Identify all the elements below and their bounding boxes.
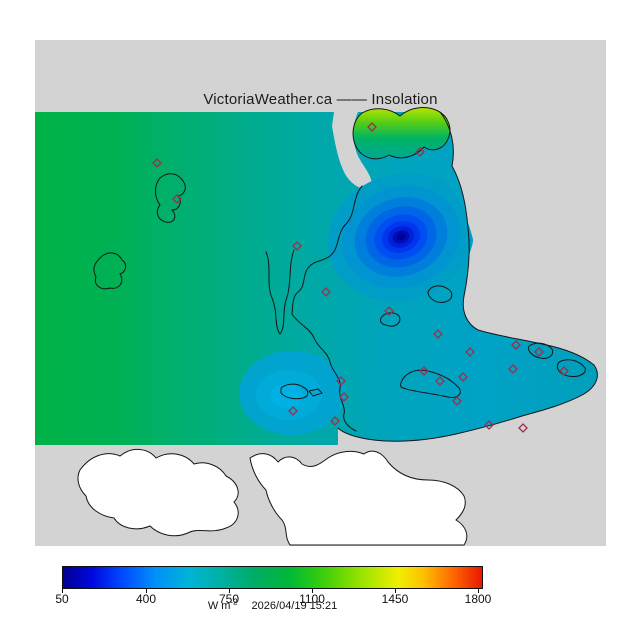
colorbar-tick-mark (62, 589, 63, 593)
lake (380, 312, 401, 327)
insolation-minimum-bullseye (327, 172, 475, 302)
colorbar-units: W m-2 (207, 597, 238, 612)
coastlines (93, 111, 598, 442)
colorbar-tick-label: 750 (218, 592, 240, 606)
page-title: VictoriaWeather.ca —— Insolation (203, 91, 438, 108)
units-exponent: -2 (230, 597, 238, 606)
colorbar-tick-label: 50 (55, 592, 69, 606)
station-marker (336, 376, 346, 386)
island-outline (528, 342, 554, 359)
island-no-data (77, 449, 239, 537)
station-marker (511, 340, 521, 350)
landmass-no-data (249, 450, 468, 546)
contour-minimum-center (396, 233, 406, 241)
station-marker (288, 406, 298, 416)
water-channel-no-data (332, 112, 372, 189)
island-outline (280, 383, 309, 400)
station-marker (330, 416, 340, 426)
coastline-shore-lower (291, 313, 357, 432)
colorbar-tick-label: 1450 (381, 592, 409, 606)
station-marker (435, 376, 445, 386)
station-marker (465, 347, 475, 357)
station-marker (433, 329, 443, 339)
station-marker (384, 306, 394, 316)
station-marker (292, 241, 302, 251)
station-marker (452, 396, 462, 406)
station-marker (367, 122, 377, 132)
colorbar (62, 566, 483, 589)
peninsula-tip-high-insolation (352, 107, 451, 160)
station-marker (518, 423, 528, 433)
colorbar-tick-mark (395, 589, 396, 593)
contour-ring (271, 384, 303, 408)
lake-hatched (400, 369, 461, 398)
colorbar-tick-mark (312, 589, 313, 593)
units-base: W m (207, 599, 231, 612)
colorbar-tick-label: 400 (135, 592, 157, 606)
island-outline (308, 388, 323, 397)
station-marker (339, 392, 349, 402)
station-marker (152, 158, 162, 168)
insolation-local-low (239, 351, 345, 435)
lake (427, 285, 453, 303)
station-marker (415, 147, 425, 157)
colorbar-caption: W m-2 2026/04/19 15:21 (62, 597, 483, 612)
colorbar-tick-label: 1100 (299, 592, 325, 606)
station-marker (484, 420, 494, 430)
colorbar-tick-mark (146, 589, 147, 593)
timestamp: 2026/04/19 15:21 (251, 599, 338, 612)
station-marker (534, 347, 544, 357)
coastline-inlet (265, 249, 295, 335)
station-marker (172, 194, 182, 204)
island-outline (556, 359, 586, 377)
colorbar-tick-mark (478, 589, 479, 593)
colorbar-tick-mark (229, 589, 230, 593)
station-marker (419, 366, 429, 376)
coastline-peninsula-west (291, 185, 363, 315)
island-outline (93, 252, 127, 290)
island-outline (155, 173, 186, 223)
station-markers (152, 122, 569, 433)
station-marker (508, 364, 518, 374)
colorbar-tick-label: 1800 (464, 592, 492, 606)
coastline-peninsula-east (337, 111, 598, 442)
station-marker (458, 372, 468, 382)
insolation-field (35, 112, 598, 445)
station-marker (559, 366, 569, 376)
station-marker (321, 287, 331, 297)
